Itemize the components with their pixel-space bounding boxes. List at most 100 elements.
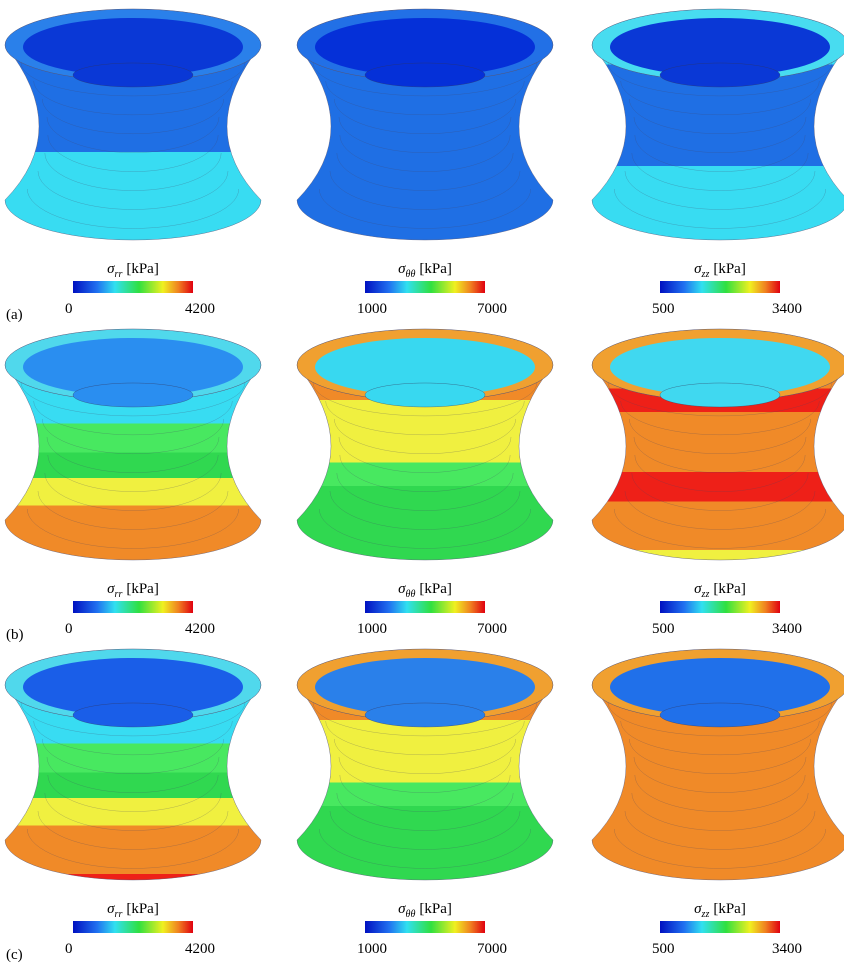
inner-floor (364, 62, 486, 88)
row-label: (a) (6, 307, 23, 323)
subscript: rr (115, 589, 123, 600)
unit: [kPa] (126, 261, 159, 277)
unit: [kPa] (713, 581, 746, 597)
colorbar-min: 1000 (357, 621, 387, 637)
inner-floor (72, 702, 194, 728)
colorbar-label: σθθ [kPa] (398, 581, 452, 600)
inner-floor (659, 702, 781, 728)
surface (296, 44, 554, 241)
colorbar-label: σzz [kPa] (694, 901, 746, 920)
subscript: rr (115, 909, 123, 920)
inner-floor (364, 382, 486, 408)
symbol: σ (694, 261, 702, 277)
panel (4, 8, 262, 241)
mesh-line (27, 508, 239, 549)
panel (4, 648, 262, 881)
inner-floor (659, 382, 781, 408)
surface (296, 364, 554, 561)
row-label: (c) (6, 947, 23, 963)
unit: [kPa] (126, 581, 159, 597)
mesh-line (614, 508, 826, 549)
colorbar-min: 500 (652, 301, 675, 317)
mesh-line (614, 828, 826, 869)
unit: [kPa] (126, 901, 159, 917)
symbol: σ (694, 901, 702, 917)
panel (591, 8, 844, 241)
surface (4, 44, 262, 241)
colorbar-label: σrr [kPa] (107, 901, 159, 920)
opening (23, 338, 243, 396)
inner-floor (72, 382, 194, 408)
colorbar-max: 7000 (477, 621, 507, 637)
panel (591, 648, 844, 881)
colorbar-min: 0 (65, 941, 73, 957)
inner-floor (72, 62, 194, 88)
opening (23, 18, 243, 76)
opening (23, 658, 243, 716)
colorbar-max: 3400 (772, 621, 802, 637)
colorbar-min: 0 (65, 621, 73, 637)
mesh-line (319, 188, 531, 229)
colorbar (660, 281, 780, 293)
colorbar-max: 4200 (185, 621, 215, 637)
subscript: θθ (406, 909, 416, 920)
inner-floor (659, 62, 781, 88)
surface (591, 364, 844, 561)
opening (315, 338, 535, 396)
colorbar (660, 921, 780, 933)
colorbar-label: σrr [kPa] (107, 261, 159, 280)
surface (591, 44, 844, 241)
subscript: zz (701, 269, 710, 280)
colorbar-label: σrr [kPa] (107, 581, 159, 600)
subscript: zz (701, 589, 710, 600)
panel (296, 328, 554, 561)
colorbar-label: σθθ [kPa] (398, 261, 452, 280)
panel (296, 8, 554, 241)
colorbar (73, 601, 193, 613)
mesh-line (319, 828, 531, 869)
subscript: rr (115, 269, 123, 280)
mesh-line (614, 188, 826, 229)
colorbar (365, 921, 485, 933)
symbol: σ (398, 261, 406, 277)
mesh-line (319, 508, 531, 549)
surface (4, 364, 262, 561)
symbol: σ (398, 581, 406, 597)
panel (591, 328, 844, 561)
unit: [kPa] (419, 901, 452, 917)
colorbar-min: 1000 (357, 301, 387, 317)
colorbar-max: 3400 (772, 941, 802, 957)
symbol: σ (107, 581, 115, 597)
colorbar (365, 601, 485, 613)
symbol: σ (694, 581, 702, 597)
symbol: σ (398, 901, 406, 917)
subscript: zz (701, 909, 710, 920)
opening (315, 18, 535, 76)
mesh-line (27, 188, 239, 229)
symbol: σ (107, 901, 115, 917)
colorbar (660, 601, 780, 613)
panel (296, 648, 554, 881)
colorbar-min: 500 (652, 621, 675, 637)
colorbar (73, 281, 193, 293)
subscript: θθ (406, 269, 416, 280)
inner-floor (364, 702, 486, 728)
colorbar-min: 500 (652, 941, 675, 957)
colorbar (365, 281, 485, 293)
colorbar-min: 1000 (357, 941, 387, 957)
surface (4, 684, 262, 881)
unit: [kPa] (713, 261, 746, 277)
subscript: θθ (406, 589, 416, 600)
surface (296, 684, 554, 881)
opening (610, 338, 830, 396)
colorbar-max: 4200 (185, 941, 215, 957)
unit: [kPa] (419, 581, 452, 597)
opening (610, 18, 830, 76)
colorbar (73, 921, 193, 933)
colorbar-max: 3400 (772, 301, 802, 317)
opening (315, 658, 535, 716)
unit: [kPa] (419, 261, 452, 277)
colorbar-label: σzz [kPa] (694, 261, 746, 280)
colorbar-max: 4200 (185, 301, 215, 317)
